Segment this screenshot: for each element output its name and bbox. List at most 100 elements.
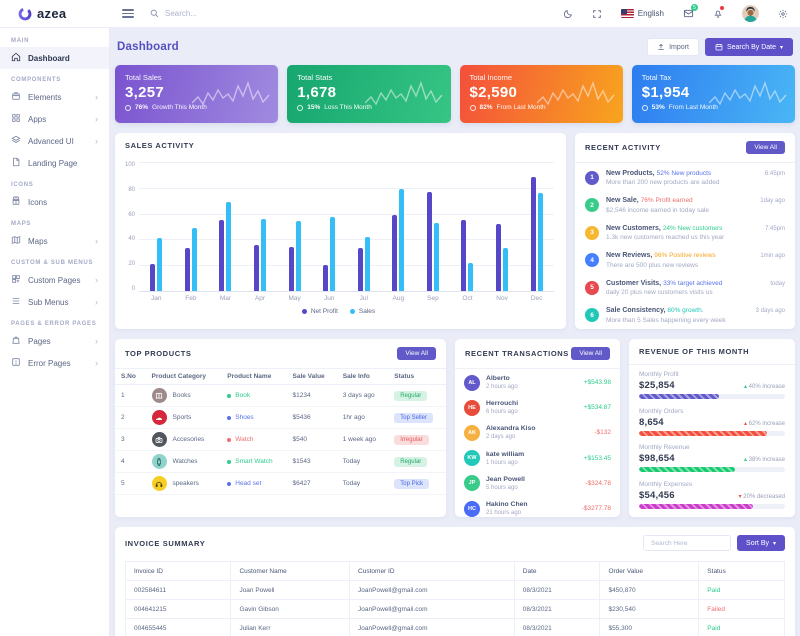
user-avatar[interactable] [742,5,759,22]
transaction-name: Jean Powell [486,475,525,483]
dark-mode-icon[interactable] [563,9,573,19]
notifications-bell-icon[interactable] [713,6,724,19]
sidebar-item[interactable]: Custom Pages › [0,269,109,291]
box-icon [11,91,21,103]
bullet-dot-icon [227,437,232,442]
book-icon [151,388,167,403]
recent-transactions-title: RECENT TRANSACTIONS [465,349,569,358]
bullet-dot-icon [227,481,232,486]
product-category: Accesories [172,436,205,443]
table-row: 004655445 Julian Kerr JoanPowell@gmail.c… [124,618,785,636]
file-icon [11,157,21,169]
table-row: 1 Books Book $1234 3 days ago Regular [115,384,446,407]
revenue-metric: Monthly Revenue $98,654 ▴ 38% increase [639,444,785,472]
home-icon [11,52,21,64]
sidebar-section-label: MAPS [11,221,32,227]
language-label: English [637,9,664,18]
invoice-date: 08/3/2021 [513,599,601,619]
stat-card-title: Total Tax [641,73,672,82]
bar-group [243,162,278,291]
view-all-button[interactable]: View All [397,347,436,360]
sidebar-item[interactable]: Pages › [0,330,109,352]
col-sno: S.No [115,368,146,385]
product-name: Head set [235,480,262,487]
view-all-button[interactable]: View All [571,347,610,360]
sidebar-item[interactable]: Elements › [0,86,109,108]
fullscreen-icon[interactable] [592,9,602,19]
order-value: $55,300 [599,618,700,636]
activity-time: 7:45pm [764,225,785,232]
stat-card-value: 1,678 [297,84,337,101]
sidebar-section-label: ICONS [11,182,34,188]
order-value: $450,870 [599,580,700,600]
sort-by-button[interactable]: Sort By ▾ [737,535,785,551]
sidebar-item[interactable]: Apps › [0,108,109,130]
sidebar-item-label: Pages [28,336,51,346]
y-tick-label: 20 [128,261,135,268]
y-tick-label: 80 [128,186,135,193]
legend-item[interactable]: Net Profit [301,308,338,315]
bar-group [312,162,347,291]
headset-icon [151,476,167,491]
x-tick-label: Jan [151,295,162,302]
sidebar-item[interactable]: Sub Menus › [0,291,109,313]
grid-icon [11,113,21,125]
avatar: AL [464,374,480,391]
stat-card-title: Total Sales [125,73,162,82]
transaction-amount: -$324.78 [585,479,611,487]
transaction-amount: -$132 [594,429,611,437]
menu-toggle-icon[interactable] [122,9,134,18]
customer-id: JoanPowell@gmail.com [349,599,515,619]
x-tick-label: Jun [323,295,335,302]
sidebar-item[interactable]: Dashboard › [0,47,109,69]
recent-activity-title: RECENT ACTIVITY [585,143,661,152]
revenue-card: REVENUE OF THIS MONTH Monthly Profit $25… [629,339,795,517]
transaction-time: 1 hours ago [486,459,518,466]
product-category: speakers [172,480,199,487]
sidebar-item[interactable]: Error Pages › [0,352,109,374]
revenue-metric-delta: 40% increase [748,384,785,390]
table-row: 002584611 Joan Powell JoanPowell@gmail.c… [124,580,785,600]
sidebar-section-label: MAIN [11,38,30,44]
status-badge: Top Seller [394,413,433,423]
top-products-table: S.No Product Category Product Name Sale … [115,368,446,495]
chart-plot-area [139,162,554,292]
legend-item[interactable]: Sales [349,308,375,315]
global-search[interactable] [150,9,275,18]
invoice-date: 08/3/2021 [513,580,601,600]
transaction-time: 2 hours ago [486,384,518,391]
upload-icon [658,43,664,51]
avatar: HC [464,500,480,517]
sidebar-item[interactable]: Icons › [0,191,109,213]
brand-logo[interactable]: azea [0,0,110,27]
sales-bar [191,227,197,291]
sidebar-item[interactable]: Maps › [0,230,109,252]
activity-item: 2 New Sale, 76% Profit earned $2,546 inc… [585,192,785,220]
bar-group [485,162,520,291]
sales-bar [226,202,232,291]
revenue-title: REVENUE OF THIS MONTH [639,347,750,356]
sidebar-item-label: Advanced UI [28,136,74,146]
search-by-date-button[interactable]: Search By Date ▾ [704,38,793,56]
sidebar-item-label: Landing Page [28,158,78,168]
view-all-button[interactable]: View All [746,141,785,154]
language-selector[interactable]: English [620,9,664,18]
sidebar-item[interactable]: Landing Page › [0,152,109,174]
col-date: Date [513,561,601,581]
trend-arrow-icon: ▴ [743,420,747,427]
customer-id: JoanPowell@gmail.com [349,618,515,636]
settings-gear-icon[interactable] [778,9,788,19]
invoice-search-input[interactable] [643,535,732,551]
col-name: Product Name [221,368,287,385]
legend-dot-icon [349,309,355,314]
sidebar-item[interactable]: Advanced UI › [0,130,109,152]
activity-title: Customer Visits, [606,279,662,287]
messages-count-badge: 5 [691,4,698,11]
legend-label: Net Profit [310,308,338,315]
sidebar-item-label: Sub Menus [28,297,69,307]
search-input[interactable] [165,9,275,18]
target-icon [469,104,476,111]
net-profit-bar [496,223,502,291]
import-button[interactable]: Import [647,38,699,56]
messages-icon[interactable]: 5 [683,4,698,19]
